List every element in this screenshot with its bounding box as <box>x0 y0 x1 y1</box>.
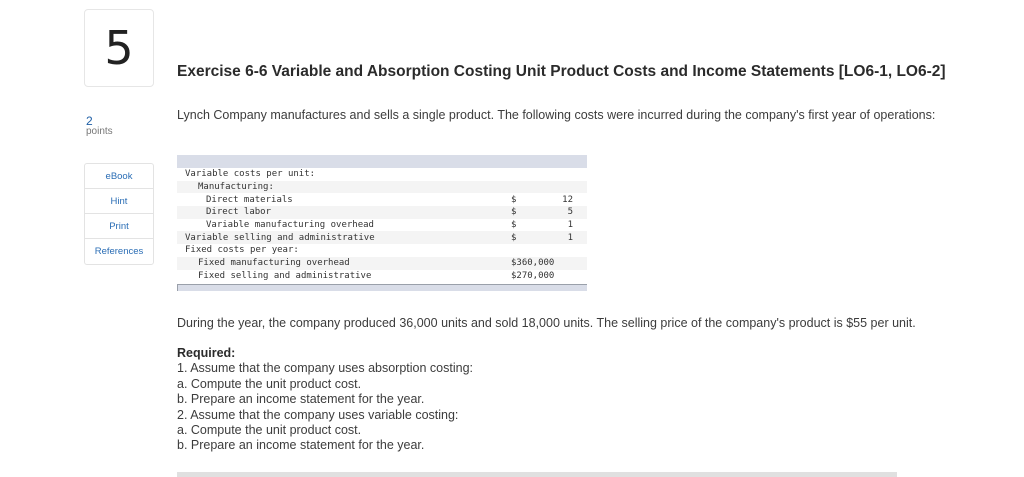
row-label: Variable manufacturing overhead <box>206 220 374 231</box>
table-row: Direct labor $ 5 <box>177 206 587 219</box>
references-button[interactable]: References <box>94 246 144 257</box>
required-heading: Required: <box>177 346 236 360</box>
table-header-bar <box>177 155 587 168</box>
cost-value: 12 <box>562 194 573 205</box>
table-row: Variable manufacturing overhead $ 1 <box>177 219 587 232</box>
row-label: Fixed costs per year: <box>185 245 299 256</box>
ebook-button[interactable]: eBook <box>85 164 153 189</box>
currency-symbol: $ <box>511 220 517 231</box>
exercise-title: Exercise 6-6 Variable and Absorption Cos… <box>177 63 946 80</box>
print-button[interactable]: Print <box>85 214 153 239</box>
points-value: 2 <box>86 114 93 128</box>
table-row: Variable costs per unit: <box>177 168 587 181</box>
row-label: Fixed manufacturing overhead <box>198 258 350 269</box>
row-label: Fixed selling and administrative <box>198 270 372 281</box>
required-item: a. Compute the unit product cost. <box>177 376 362 391</box>
table-footer-bar <box>177 284 587 292</box>
table-row: Fixed costs per year: <box>177 244 587 257</box>
required-section: Required: 1. Assume that the company use… <box>177 346 473 454</box>
row-label: Direct materials <box>206 194 293 205</box>
table-row: Manufacturing: <box>177 180 587 194</box>
tools-menu: eBook Hint Print References <box>84 163 154 265</box>
table-row: Fixed manufacturing overhead $360,000 <box>177 256 587 270</box>
row-label: Manufacturing: <box>198 182 274 193</box>
table-row: Direct materials $ 12 <box>177 193 587 206</box>
cost-value: $360,000 <box>511 258 555 269</box>
question-number-box: 5 <box>84 9 154 87</box>
exercise-intro: Lynch Company manufactures and sells a s… <box>177 108 936 122</box>
cost-value: 1 <box>567 220 573 231</box>
cost-value: 5 <box>567 207 573 218</box>
row-label: Direct labor <box>206 207 272 218</box>
row-label: Variable selling and administrative <box>185 232 375 243</box>
question-number: 5 <box>104 21 134 75</box>
currency-symbol: $ <box>511 194 517 205</box>
required-item: 1. Assume that the company uses absorpti… <box>177 361 474 376</box>
production-info: During the year, the company produced 36… <box>177 316 916 330</box>
row-label: Variable costs per unit: <box>185 169 316 180</box>
cost-table: Variable costs per unit: Manufacturing: … <box>177 155 587 292</box>
required-item: a. Compute the unit product cost. <box>177 423 362 438</box>
required-item: b. Prepare an income statement for the y… <box>177 392 425 407</box>
table-row: Variable selling and administrative $ 1 <box>177 231 587 245</box>
currency-symbol: $ <box>511 232 517 243</box>
points-label: points <box>86 126 113 137</box>
table-row: Fixed selling and administrative $270,00… <box>177 270 587 283</box>
horizontal-scrollbar[interactable] <box>177 472 897 477</box>
cost-value: 1 <box>567 232 573 243</box>
required-item: b. Prepare an income statement for the y… <box>177 438 425 453</box>
required-item: 2. Assume that the company uses variable… <box>177 407 459 422</box>
cost-value: $270,000 <box>511 270 555 281</box>
hint-button[interactable]: Hint <box>85 189 153 214</box>
currency-symbol: $ <box>511 207 517 218</box>
